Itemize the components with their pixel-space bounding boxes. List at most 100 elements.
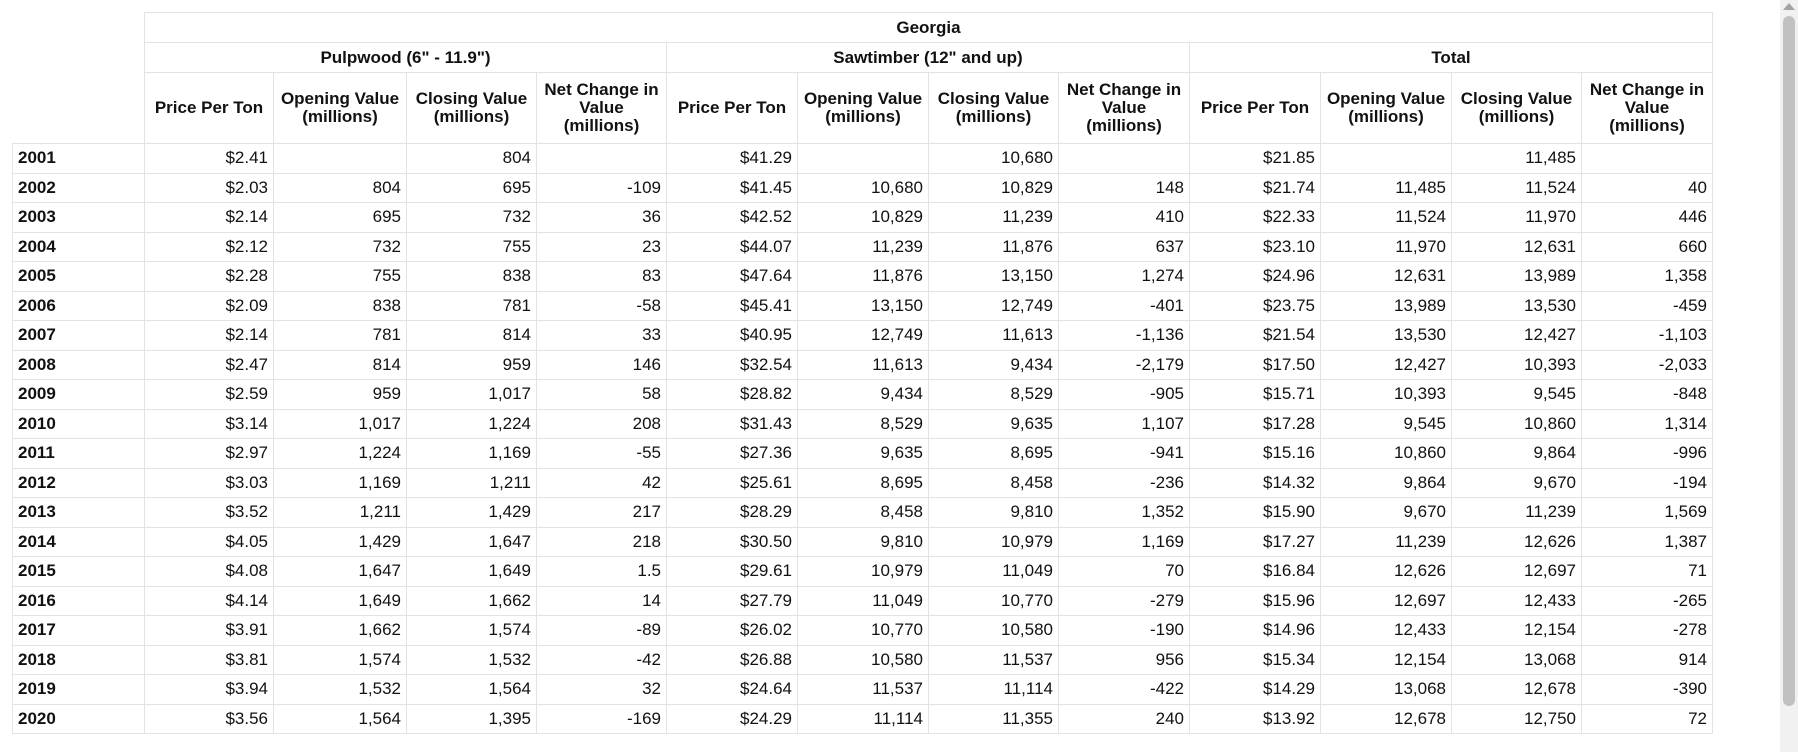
value-cell: $2.03	[144, 172, 274, 203]
value-cell: 8,695	[928, 438, 1059, 469]
value-cell: 208	[536, 408, 667, 439]
value-cell: 10,680	[797, 172, 929, 203]
value-cell: 58	[536, 379, 667, 410]
scrollbar-thumb[interactable]	[1783, 16, 1795, 706]
value-cell: 446	[1581, 202, 1713, 233]
value-cell: $30.50	[666, 526, 798, 557]
value-cell: 12,697	[1451, 556, 1582, 587]
value-cell: $22.33	[1189, 202, 1321, 233]
value-cell: $3.81	[144, 644, 274, 675]
value-cell: -265	[1581, 585, 1713, 616]
table-body: 2001 $2.41 804 $41.29 10,680 $21.85 11,485 2002…	[12, 143, 1713, 734]
value-cell: -941	[1058, 438, 1190, 469]
value-cell: 1,107	[1058, 408, 1190, 439]
value-cell: 1,662	[273, 615, 407, 646]
value-cell: 10,580	[928, 615, 1059, 646]
table-row: 2018 $3.81 1,574 1,532 -42 $26.88 10,580 11,537…	[12, 644, 1713, 675]
table-row: 2007 $2.14 781 814 33 $40.95 12,749 11,613 -1,13…	[12, 320, 1713, 351]
value-cell: $31.43	[666, 408, 798, 439]
value-cell: 9,670	[1320, 497, 1452, 528]
value-cell: $17.50	[1189, 349, 1321, 380]
value-cell: 8,529	[797, 408, 929, 439]
value-cell: 11,524	[1451, 172, 1582, 203]
year-cell: 2009	[12, 379, 145, 410]
value-cell: 10,580	[797, 644, 929, 675]
scroll-up-arrow-icon[interactable]	[1783, 3, 1795, 10]
year-cell: 2004	[12, 231, 145, 262]
value-cell: -2,179	[1058, 349, 1190, 380]
value-cell: -278	[1581, 615, 1713, 646]
year-cell: 2012	[12, 467, 145, 498]
value-cell: 959	[406, 349, 537, 380]
value-cell: $25.61	[666, 467, 798, 498]
value-cell: 217	[536, 497, 667, 528]
value-cell: 12,631	[1451, 231, 1582, 262]
table-row: 2010 $3.14 1,017 1,224 208 $31.43 8,529 9,635 1,…	[12, 408, 1713, 439]
value-cell: 1,569	[1581, 497, 1713, 528]
value-cell: $29.61	[666, 556, 798, 587]
value-cell: 148	[1058, 172, 1190, 203]
value-cell: 10,829	[928, 172, 1059, 203]
value-cell: $3.94	[144, 674, 274, 705]
value-cell: 23	[536, 231, 667, 262]
value-cell: $14.32	[1189, 467, 1321, 498]
year-cell: 2005	[12, 261, 145, 292]
value-cell: 83	[536, 261, 667, 292]
column-header-price-per-ton: Price Per Ton	[666, 72, 798, 144]
value-cell: 9,810	[928, 497, 1059, 528]
value-cell: 11,049	[928, 556, 1059, 587]
value-cell: 12,697	[1320, 585, 1452, 616]
value-cell: 11,239	[797, 231, 929, 262]
column-header-closing-value-millions: Closing Value (millions)	[928, 72, 1059, 144]
value-cell	[273, 143, 407, 174]
value-cell: 732	[273, 231, 407, 262]
value-cell: 12,631	[1320, 261, 1452, 292]
table-row: 2005 $2.28 755 838 83 $47.64 11,876 13,150 1,274…	[12, 261, 1713, 292]
table-row: 2013 $3.52 1,211 1,429 217 $28.29 8,458 9,810 1,…	[12, 497, 1713, 528]
value-cell: 12,749	[797, 320, 929, 351]
value-cell: 11,613	[797, 349, 929, 380]
value-cell: $15.90	[1189, 497, 1321, 528]
value-cell: 1,224	[273, 438, 407, 469]
table-row: 2017 $3.91 1,662 1,574 -89 $26.02 10,770 10,580…	[12, 615, 1713, 646]
value-cell: -848	[1581, 379, 1713, 410]
value-cell: 914	[1581, 644, 1713, 675]
value-cell	[1320, 143, 1452, 174]
value-cell: 10,860	[1320, 438, 1452, 469]
value-cell: $3.03	[144, 467, 274, 498]
value-cell: 11,114	[928, 674, 1059, 705]
value-cell: $26.02	[666, 615, 798, 646]
value-cell: 218	[536, 526, 667, 557]
value-cell: $23.75	[1189, 290, 1321, 321]
value-cell: 1,352	[1058, 497, 1190, 528]
value-cell: 10,393	[1451, 349, 1582, 380]
value-cell: 814	[273, 349, 407, 380]
value-cell: 781	[273, 320, 407, 351]
value-cell: 956	[1058, 644, 1190, 675]
value-cell: -279	[1058, 585, 1190, 616]
value-cell: 12,750	[1451, 703, 1582, 734]
value-cell: $47.64	[666, 261, 798, 292]
value-cell: 781	[406, 290, 537, 321]
year-cell: 2007	[12, 320, 145, 351]
value-cell: 10,979	[928, 526, 1059, 557]
table-row: 2014 $4.05 1,429 1,647 218 $30.50 9,810 10,979 1…	[12, 526, 1713, 557]
column-header-net-change-in-value-millions: Net Change in Value (millions)	[536, 72, 667, 144]
value-cell: $28.82	[666, 379, 798, 410]
value-cell: 11,355	[928, 703, 1059, 734]
year-cell: 2018	[12, 644, 145, 675]
value-cell: 8,529	[928, 379, 1059, 410]
value-cell: $2.97	[144, 438, 274, 469]
value-cell: $17.27	[1189, 526, 1321, 557]
value-cell: -55	[536, 438, 667, 469]
vertical-scrollbar[interactable]	[1780, 0, 1798, 752]
value-cell: 1,647	[406, 526, 537, 557]
value-cell: -401	[1058, 290, 1190, 321]
value-cell: 12,626	[1320, 556, 1452, 587]
value-cell: 71	[1581, 556, 1713, 587]
value-cell: 1,169	[1058, 526, 1190, 557]
table-row: 2001 $2.41 804 $41.29 10,680 $21.85 11,485	[12, 143, 1713, 174]
value-cell: 1,662	[406, 585, 537, 616]
value-cell: $41.29	[666, 143, 798, 174]
value-cell: 11,876	[797, 261, 929, 292]
